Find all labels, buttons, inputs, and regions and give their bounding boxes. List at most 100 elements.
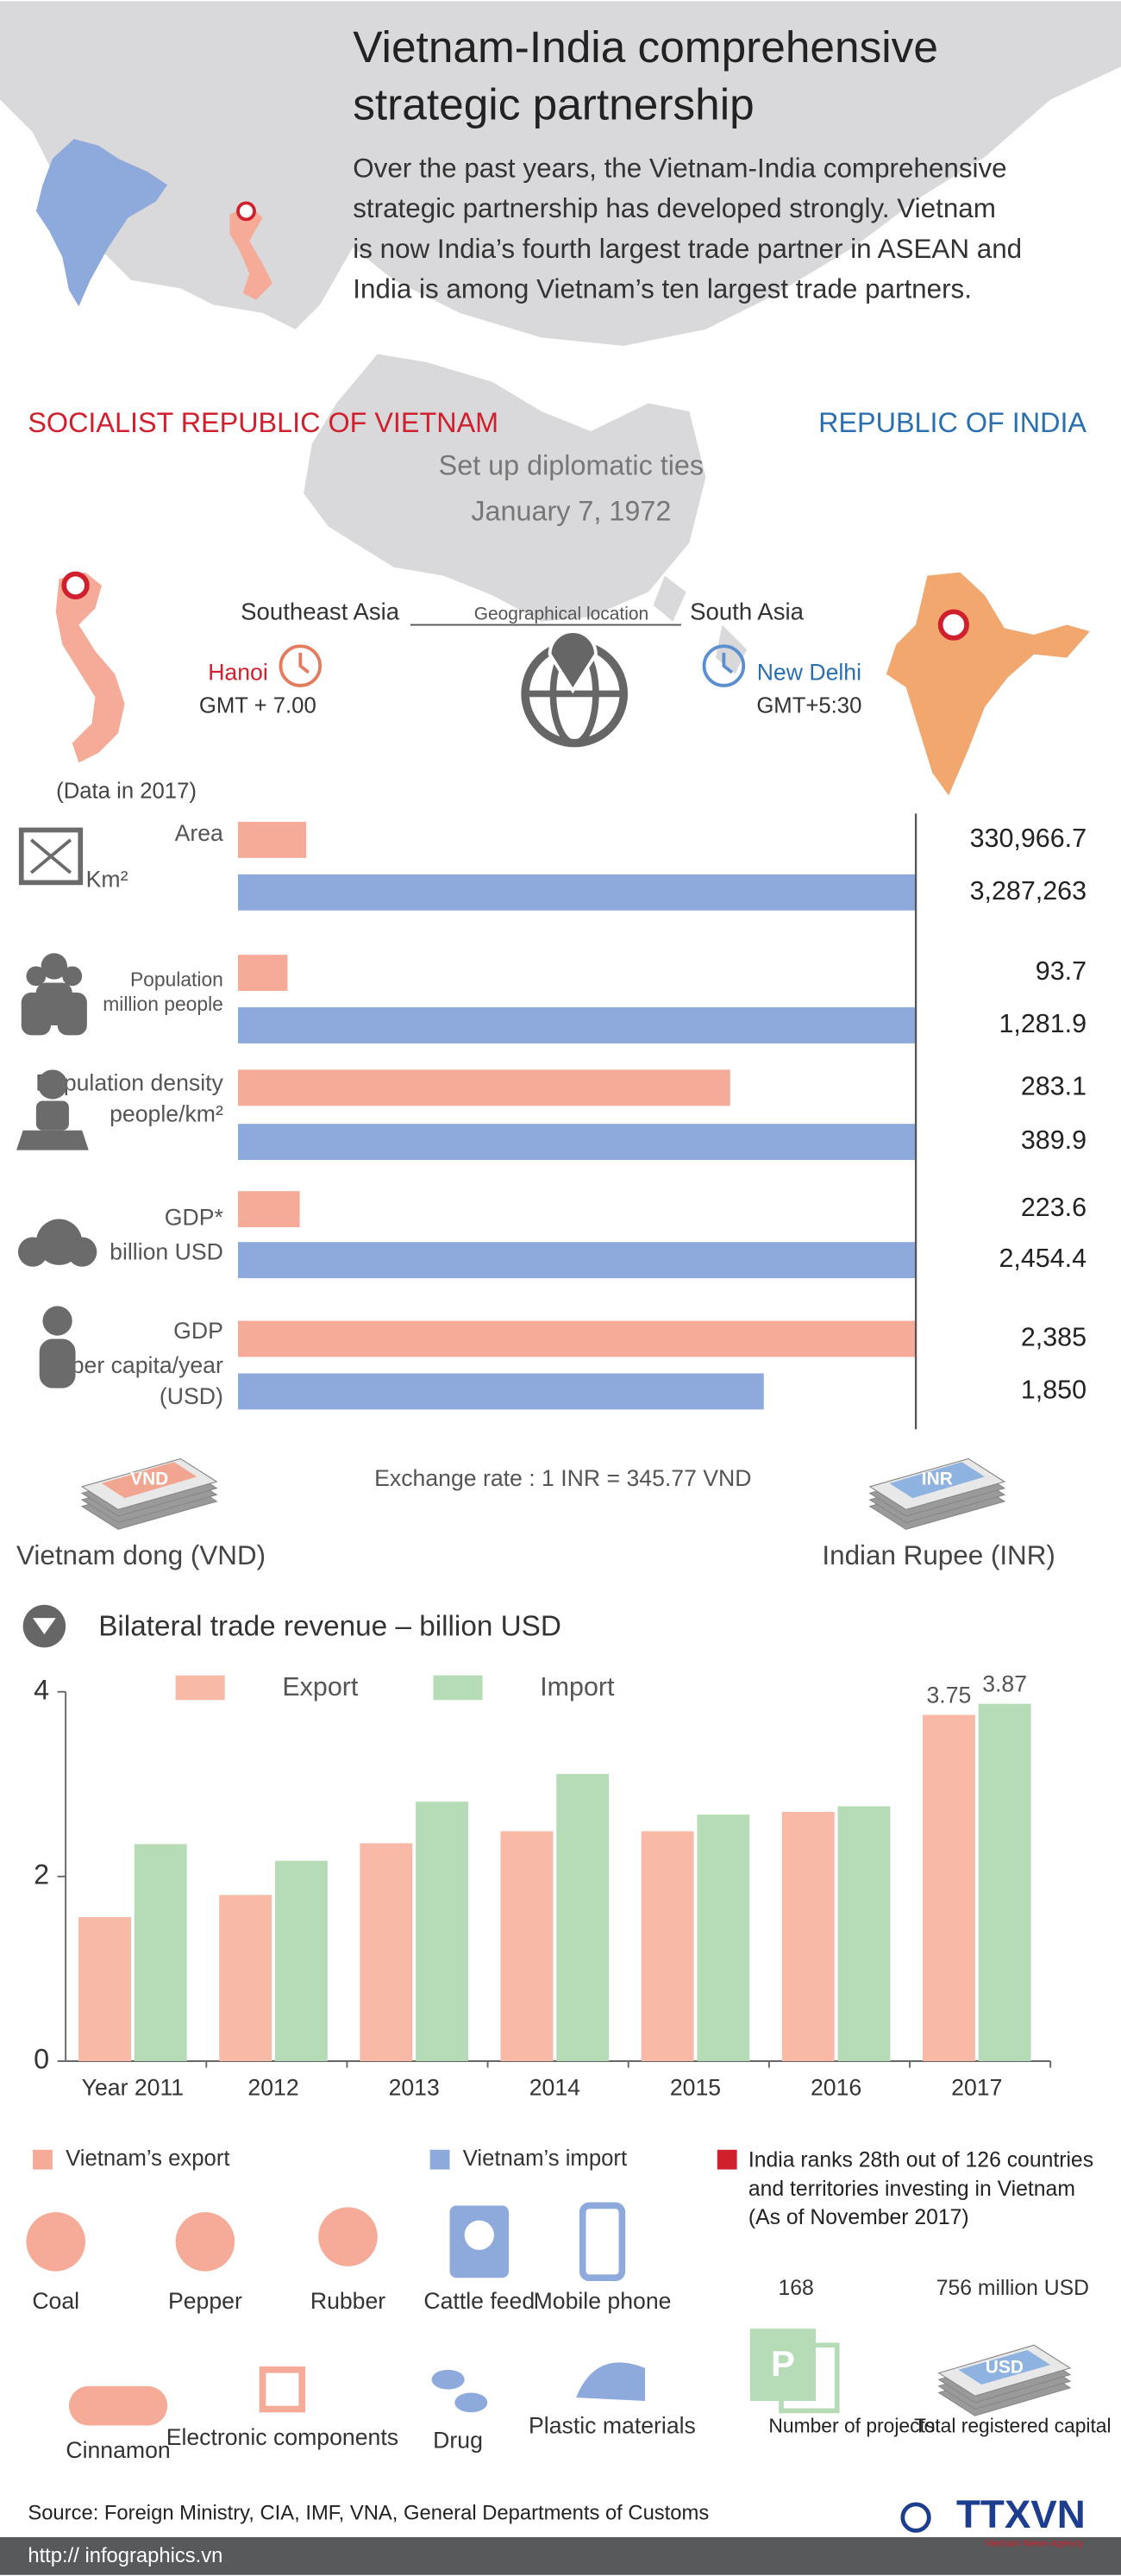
bar bbox=[697, 1814, 750, 2061]
data-label: 3.87 bbox=[982, 1671, 1027, 1697]
data-note: (Data in 2017) bbox=[56, 779, 197, 803]
category-label: Area bbox=[175, 820, 223, 846]
x-tick-label: 2013 bbox=[389, 2074, 440, 2100]
y-tick-label: 0 bbox=[34, 2044, 49, 2075]
legend-swatch bbox=[433, 1675, 483, 1701]
bar bbox=[237, 1320, 917, 1357]
item-icon bbox=[259, 2366, 306, 2413]
bar bbox=[78, 1916, 131, 2061]
projects-icon bbox=[779, 2342, 840, 2414]
capita-icon bbox=[42, 1306, 72, 1336]
banknote-face bbox=[102, 1462, 197, 1499]
export-item: Cinnamon bbox=[66, 2437, 170, 2463]
bar bbox=[922, 1714, 975, 2061]
bar bbox=[274, 1860, 328, 2061]
category-label: Population bbox=[130, 968, 223, 991]
bar bbox=[556, 1774, 610, 2061]
intro-line: is now India’s fourth largest trade part… bbox=[353, 234, 1022, 264]
gdp-icon bbox=[17, 1237, 48, 1267]
capita-icon bbox=[39, 1338, 76, 1388]
export-item: Pepper bbox=[168, 2288, 242, 2314]
bar bbox=[500, 1831, 554, 2061]
clock-hands bbox=[298, 652, 310, 674]
import-item: Drug bbox=[433, 2428, 483, 2454]
bar bbox=[978, 1703, 1031, 2061]
map-pin bbox=[236, 201, 256, 222]
unit-label: per capita/year bbox=[72, 1352, 223, 1378]
banknote-face bbox=[889, 1462, 986, 1499]
capital-icon-label: USD bbox=[986, 2357, 1024, 2377]
people-icon bbox=[41, 953, 68, 980]
bar bbox=[237, 821, 307, 858]
unit-label: million people bbox=[103, 993, 223, 1015]
people-icon bbox=[26, 966, 47, 987]
density-icon bbox=[16, 1130, 89, 1150]
capital-icon bbox=[958, 2349, 1051, 2385]
bar bbox=[237, 1007, 917, 1044]
item-icon bbox=[68, 2385, 168, 2426]
map-land bbox=[653, 575, 686, 622]
bar bbox=[237, 874, 917, 911]
bar bbox=[837, 1806, 891, 2061]
legend-swatch bbox=[717, 2149, 737, 2170]
clock-icon bbox=[279, 644, 323, 687]
bar bbox=[219, 1895, 272, 2061]
category-label: GDP bbox=[173, 1318, 223, 1344]
bar bbox=[237, 1373, 764, 1410]
bar bbox=[416, 1802, 469, 2061]
ties-date: January 7, 1972 bbox=[471, 496, 671, 527]
timezone: GMT+5:30 bbox=[756, 693, 861, 718]
item-icon bbox=[464, 2220, 494, 2250]
legend-swatch bbox=[175, 1675, 225, 1701]
bar bbox=[237, 1191, 300, 1228]
title: Vietnam-India comprehensive bbox=[353, 22, 938, 72]
clock-hands bbox=[722, 652, 734, 674]
bar bbox=[781, 1811, 835, 2061]
logo-mark bbox=[900, 2502, 931, 2533]
pin-icon bbox=[548, 630, 598, 694]
density-icon bbox=[35, 1100, 69, 1131]
export-item: Electronic components bbox=[166, 2424, 398, 2450]
value-label: 3,287,263 bbox=[970, 876, 1087, 906]
area-icon bbox=[29, 838, 72, 874]
ties-label: Set up diplomatic ties bbox=[439, 449, 704, 480]
bar bbox=[237, 1069, 730, 1106]
import-item: Mobile phone bbox=[534, 2288, 672, 2314]
timezone: GMT + 7.00 bbox=[199, 693, 316, 718]
intro-line: India is among Vietnam’s ten largest tra… bbox=[353, 274, 972, 304]
projects-label: Number of projects bbox=[768, 2414, 935, 2436]
capital: New Delhi bbox=[757, 660, 861, 686]
x-tick-label: 2015 bbox=[670, 2074, 721, 2100]
logo: TTXVN bbox=[956, 2492, 1086, 2536]
chart-title: Bilateral trade revenue – billion USD bbox=[98, 1610, 561, 1642]
vietnam-map bbox=[55, 572, 125, 763]
value-label: 2,385 bbox=[1021, 1323, 1087, 1352]
import-item: Plastic materials bbox=[529, 2412, 696, 2438]
currency-name: Vietnam dong (VND) bbox=[16, 1540, 266, 1570]
url: http:// infographics.vn bbox=[28, 2544, 222, 2567]
india-map bbox=[886, 572, 1090, 796]
value-label: 93.7 bbox=[1036, 956, 1087, 986]
region: South Asia bbox=[690, 598, 805, 624]
legend-label: Vietnam’s export bbox=[66, 2147, 229, 2171]
item-icon bbox=[318, 2207, 378, 2266]
footer-bar bbox=[0, 2536, 1121, 2575]
export-item: Rubber bbox=[310, 2288, 385, 2314]
intro-line: Over the past years, the Vietnam-India c… bbox=[353, 154, 1006, 184]
legend-label: Vietnam’s import bbox=[463, 2147, 627, 2171]
x-tick-label: 2016 bbox=[811, 2074, 861, 2100]
area-icon bbox=[18, 827, 84, 886]
export-item: Coal bbox=[32, 2288, 79, 2314]
bar bbox=[134, 1844, 187, 2061]
map-land bbox=[304, 354, 706, 622]
unit-label: (USD) bbox=[160, 1383, 223, 1409]
region: Southeast Asia bbox=[241, 598, 400, 624]
note-label: VND bbox=[130, 1470, 168, 1489]
map-vietnam bbox=[229, 204, 272, 300]
unit-label: billion USD bbox=[110, 1239, 223, 1265]
item-icon bbox=[454, 2392, 488, 2413]
x-tick-label: Year 2011 bbox=[82, 2074, 184, 2100]
map-land bbox=[0, 1, 1121, 346]
bar bbox=[641, 1831, 694, 2061]
source: Source: Foreign Ministry, CIA, IMF, VNA,… bbox=[28, 2502, 709, 2525]
